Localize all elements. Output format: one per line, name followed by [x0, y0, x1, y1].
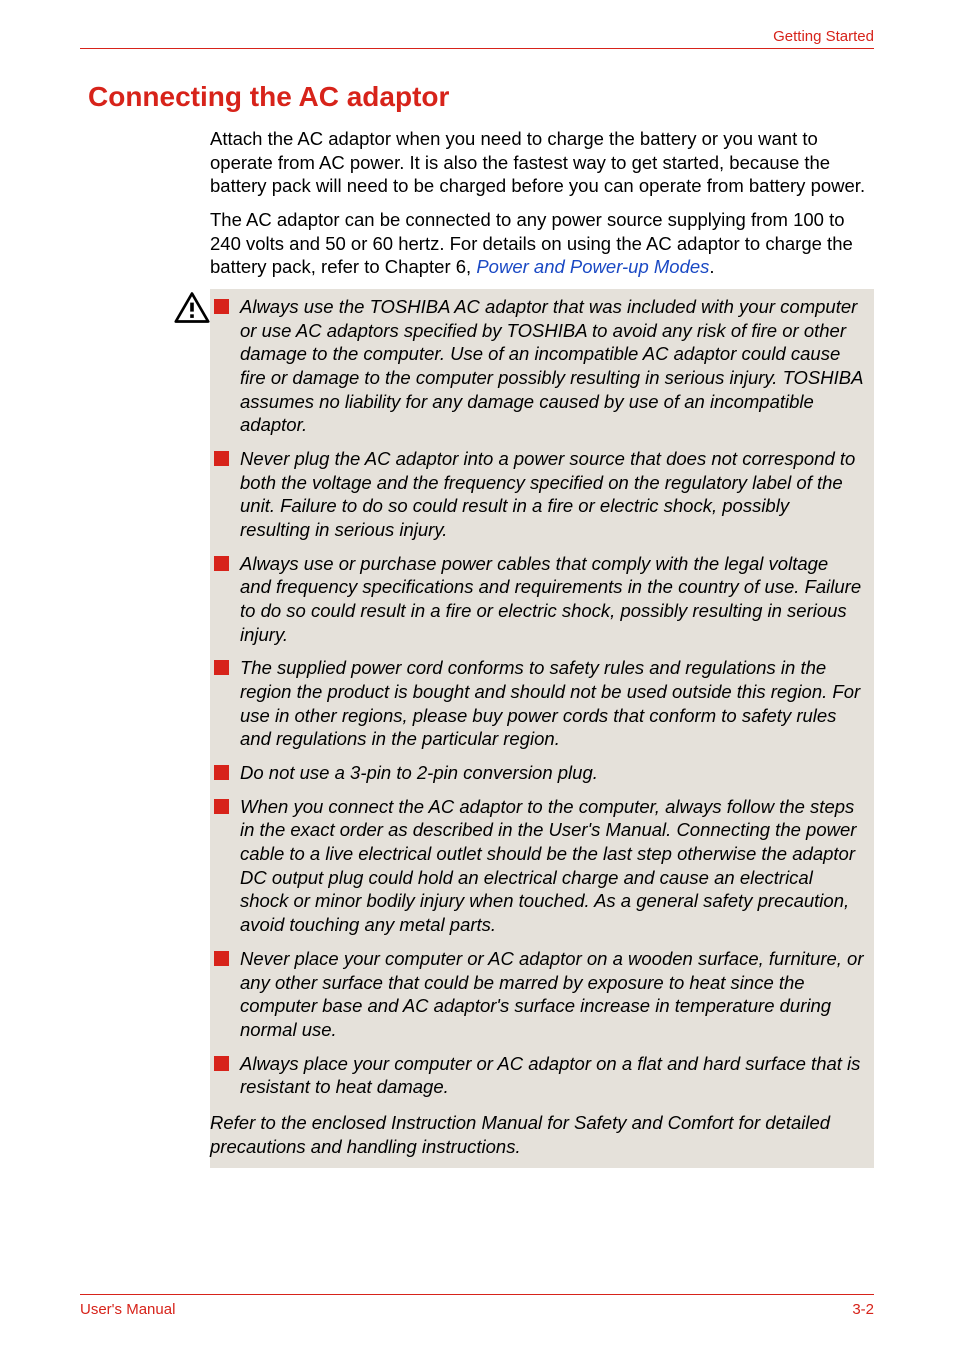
warning-item: When you connect the AC adaptor to the c… — [210, 795, 864, 937]
warning-item: Always use or purchase power cables that… — [210, 552, 864, 647]
footer-left: User's Manual — [80, 1301, 175, 1318]
intro-paragraph-1: Attach the AC adaptor when you need to c… — [210, 127, 874, 198]
warning-item: Never place your computer or AC adaptor … — [210, 947, 864, 1042]
warning-icon-column — [80, 289, 210, 330]
footer-page-number: 3-2 — [852, 1301, 874, 1318]
header-section-label: Getting Started — [80, 28, 874, 48]
warning-item: Always use the TOSHIBA AC adaptor that w… — [210, 295, 864, 437]
page-footer: User's Manual 3-2 — [80, 1294, 874, 1318]
warning-item: Always place your computer or AC adaptor… — [210, 1052, 864, 1099]
warning-item: The supplied power cord conforms to safe… — [210, 656, 864, 751]
intro-block: Attach the AC adaptor when you need to c… — [210, 127, 874, 279]
section-title: Connecting the AC adaptor — [88, 81, 874, 113]
intro-p2-suffix: . — [709, 256, 714, 277]
intro-paragraph-2: The AC adaptor can be connected to any p… — [210, 208, 874, 279]
warning-list: Always use the TOSHIBA AC adaptor that w… — [210, 295, 864, 1099]
warning-section: Always use the TOSHIBA AC adaptor that w… — [80, 289, 874, 1168]
power-modes-link[interactable]: Power and Power-up Modes — [476, 256, 709, 277]
warning-body: Always use the TOSHIBA AC adaptor that w… — [210, 289, 874, 1168]
warning-item: Never plug the AC adaptor into a power s… — [210, 447, 864, 542]
warning-footnote: Refer to the enclosed Instruction Manual… — [210, 1109, 864, 1158]
header-rule: Getting Started — [80, 28, 874, 49]
warning-item: Do not use a 3-pin to 2-pin conversion p… — [210, 761, 864, 785]
warning-icon — [174, 312, 210, 329]
